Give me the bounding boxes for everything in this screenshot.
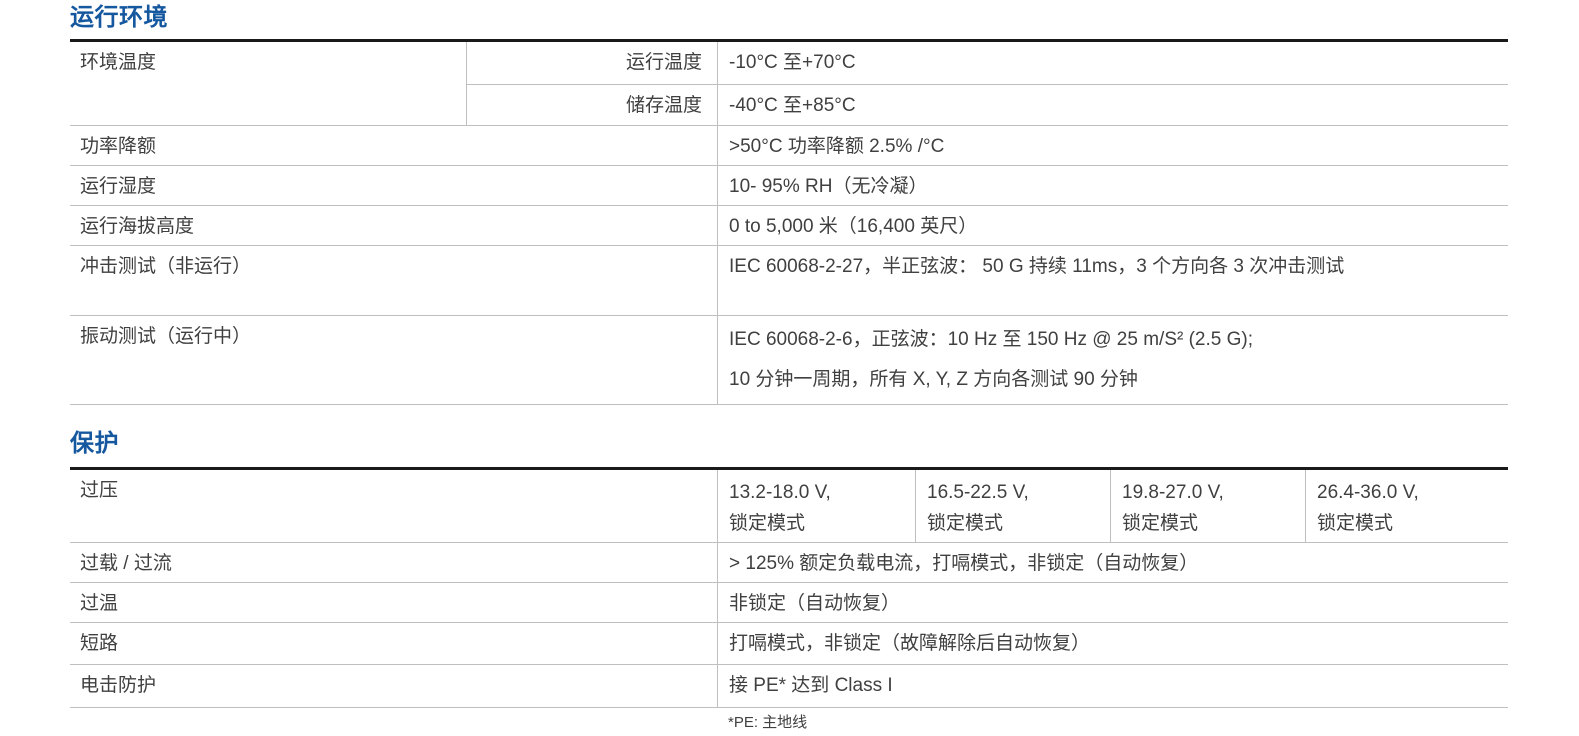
- protection-table: 过压 13.2-18.0 V, 锁定模式 16.5-22.5 V, 锁定模式 1…: [70, 467, 1508, 708]
- table-row-overload-overcurrent: 过载 / 过流 > 125% 额定负载电流，打嗝模式，非锁定（自动恢复）: [70, 543, 1508, 583]
- table-row-shock-test: 冲击测试（非运行） IEC 60068-2-27，半正弦波： 50 G 持续 1…: [70, 246, 1508, 316]
- row-label-ambient-temperature: 环境温度: [80, 52, 157, 73]
- value-overload-overcurrent: > 125% 额定负载电流，打嗝模式，非锁定（自动恢复）: [717, 543, 1508, 582]
- row-label-electric-shock-protection: 电击防护: [80, 675, 157, 696]
- row-label-operating-altitude: 运行海拔高度: [80, 216, 195, 237]
- section-operating-environment: 运行环境 环境温度 运行温度 -10°C 至+70°C 储存温度 -40°C 至…: [70, 5, 1579, 405]
- table-row-overvoltage: 过压 13.2-18.0 V, 锁定模式 16.5-22.5 V, 锁定模式 1…: [70, 470, 1508, 543]
- row-label-overload-overcurrent: 过载 / 过流: [80, 553, 172, 574]
- section-protection: 保护 过压 13.2-18.0 V, 锁定模式 16.5-22.5 V, 锁定模…: [70, 431, 1579, 732]
- value-operating-temperature: -10°C 至+70°C: [717, 42, 1508, 84]
- table-row-short-circuit: 短路 打嗝模式，非锁定（故障解除后自动恢复）: [70, 623, 1508, 665]
- row-label-overtemperature: 过温: [80, 593, 119, 614]
- table-row-overtemperature: 过温 非锁定（自动恢复）: [70, 583, 1508, 623]
- table-row-ambient-temperature: 环境温度 运行温度 -10°C 至+70°C 储存温度 -40°C 至+85°C: [70, 42, 1508, 126]
- table-row-electric-shock-protection: 电击防护 接 PE* 达到 Class I: [70, 665, 1508, 708]
- value-overvoltage-30v: 26.4-36.0 V, 锁定模式: [1305, 470, 1508, 542]
- operating-environment-table: 环境温度 运行温度 -10°C 至+70°C 储存温度 -40°C 至+85°C…: [70, 39, 1508, 405]
- value-overvoltage-12v: 13.2-18.0 V, 锁定模式: [717, 470, 915, 542]
- value-operating-altitude: 0 to 5,000 米（16,400 英尺）: [717, 206, 1508, 245]
- table-row-operating-humidity: 运行湿度 10- 95% RH（无冷凝）: [70, 166, 1508, 206]
- row-label-shock-test: 冲击测试（非运行）: [80, 256, 252, 277]
- section-title-protection: 保护: [70, 430, 119, 457]
- pe-footnote: *PE: 主地线: [728, 714, 808, 731]
- sub-row-label-storage-temperature: 储存温度: [466, 85, 717, 125]
- table-row-operating-altitude: 运行海拔高度 0 to 5,000 米（16,400 英尺）: [70, 206, 1508, 246]
- table-row-power-derating: 功率降额 >50°C 功率降额 2.5% /°C: [70, 126, 1508, 166]
- sub-row-storage-temperature: 储存温度 -40°C 至+85°C: [466, 85, 1508, 125]
- value-short-circuit: 打嗝模式，非锁定（故障解除后自动恢复）: [717, 623, 1508, 664]
- value-overvoltage-24v: 19.8-27.0 V, 锁定模式: [1110, 470, 1305, 542]
- ambient-sub-rows: 运行温度 -10°C 至+70°C 储存温度 -40°C 至+85°C: [466, 42, 1508, 125]
- sub-row-label-operating-temperature: 运行温度: [466, 42, 717, 84]
- row-label-short-circuit: 短路: [80, 633, 119, 654]
- value-power-derating: >50°C 功率降额 2.5% /°C: [717, 126, 1508, 165]
- value-overvoltage-15v: 16.5-22.5 V, 锁定模式: [915, 470, 1110, 542]
- value-vibration-test: IEC 60068-2-6，正弦波：10 Hz 至 150 Hz @ 25 m/…: [717, 316, 1508, 404]
- sub-row-operating-temperature: 运行温度 -10°C 至+70°C: [466, 42, 1508, 85]
- table-row-vibration-test: 振动测试（运行中） IEC 60068-2-6，正弦波：10 Hz 至 150 …: [70, 316, 1508, 405]
- row-label-vibration-test: 振动测试（运行中）: [80, 326, 252, 347]
- value-storage-temperature: -40°C 至+85°C: [717, 85, 1508, 125]
- value-electric-shock-protection: 接 PE* 达到 Class I: [717, 665, 1508, 707]
- value-shock-test: IEC 60068-2-27，半正弦波： 50 G 持续 11ms，3 个方向各…: [717, 246, 1508, 315]
- row-label-operating-humidity: 运行湿度: [80, 176, 157, 197]
- row-label-power-derating: 功率降额: [80, 136, 157, 157]
- value-operating-humidity: 10- 95% RH（无冷凝）: [717, 166, 1508, 205]
- section-title-operating-environment: 运行环境: [70, 4, 168, 31]
- row-label-overvoltage: 过压: [80, 480, 119, 501]
- value-overtemperature: 非锁定（自动恢复）: [717, 583, 1508, 622]
